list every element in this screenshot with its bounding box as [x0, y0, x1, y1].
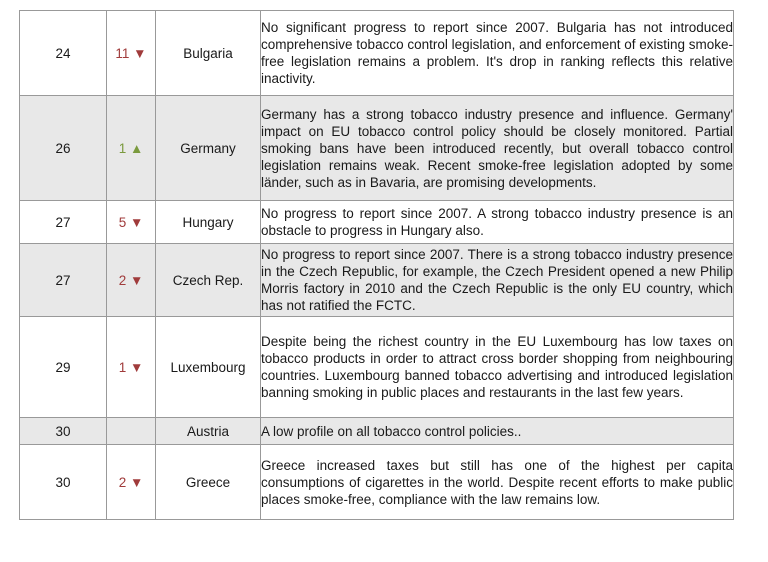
table-row: 29 1 ▼ Luxembourg Despite being the rich… [19, 316, 734, 418]
rank-cell: 29 [19, 316, 107, 418]
country-cell: Greece [155, 444, 261, 520]
rank-cell: 24 [19, 10, 107, 96]
table-row: 27 2 ▼ Czech Rep. No progress to report … [19, 243, 734, 317]
tobacco-rankings-table: 24 11 ▼ Bulgaria No significant progress… [19, 10, 734, 520]
rank-change-down-icon: 2 ▼ [106, 243, 156, 317]
country-cell: Czech Rep. [155, 243, 261, 317]
rank-change-down-icon: 5 ▼ [106, 200, 156, 244]
rank-cell: 30 [19, 417, 107, 445]
country-cell: Austria [155, 417, 261, 445]
rank-cell: 27 [19, 200, 107, 244]
description-cell: Despite being the richest country in the… [260, 316, 734, 418]
description-cell: No significant progress to report since … [260, 10, 734, 96]
country-cell: Hungary [155, 200, 261, 244]
rank-cell: 26 [19, 95, 107, 201]
description-cell: A low profile on all tobacco control pol… [260, 417, 734, 445]
rank-change-down-icon: 1 ▼ [106, 316, 156, 418]
description-cell: No progress to report since 2007. There … [260, 243, 734, 317]
rank-change-cell [106, 417, 156, 445]
table-row: 27 5 ▼ Hungary No progress to report sin… [19, 200, 734, 244]
description-cell: No progress to report since 2007. A stro… [260, 200, 734, 244]
country-cell: Germany [155, 95, 261, 201]
rank-cell: 27 [19, 243, 107, 317]
country-cell: Luxembourg [155, 316, 261, 418]
table-row: 30 2 ▼ Greece Greece increased taxes but… [19, 444, 734, 520]
rank-cell: 30 [19, 444, 107, 520]
description-cell: Germany has a strong tobacco industry pr… [260, 95, 734, 201]
table-row: 24 11 ▼ Bulgaria No significant progress… [19, 10, 734, 96]
rank-change-down-icon: 2 ▼ [106, 444, 156, 520]
table-row: 26 1 ▲ Germany Germany has a strong toba… [19, 95, 734, 201]
country-cell: Bulgaria [155, 10, 261, 96]
rank-change-up-icon: 1 ▲ [106, 95, 156, 201]
rank-change-down-icon: 11 ▼ [106, 10, 156, 96]
description-cell: Greece increased taxes but still has one… [260, 444, 734, 520]
table-row: 30 Austria A low profile on all tobacco … [19, 417, 734, 445]
